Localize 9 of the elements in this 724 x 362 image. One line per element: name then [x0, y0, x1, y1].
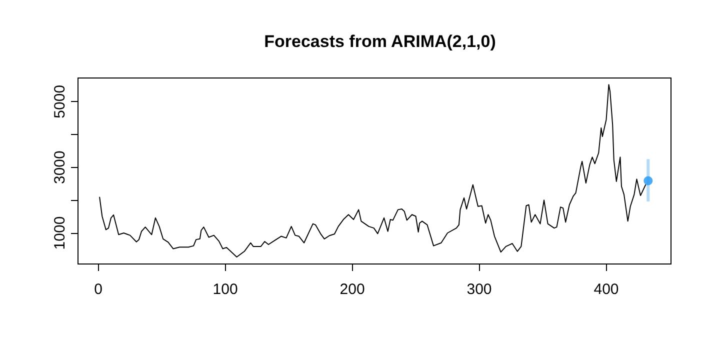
x-tick-label: 200 [340, 281, 365, 298]
chart-title: Forecasts from ARIMA(2,1,0) [264, 32, 496, 51]
y-tick-label: 1000 [52, 216, 68, 250]
x-tick-label: 0 [94, 281, 102, 298]
y-tick-label: 3000 [52, 150, 68, 184]
x-tick-label: 100 [212, 281, 238, 298]
x-tick-label: 400 [594, 281, 619, 298]
x-tick-label: 300 [466, 281, 492, 298]
y-tick-label: 5000 [52, 84, 68, 118]
